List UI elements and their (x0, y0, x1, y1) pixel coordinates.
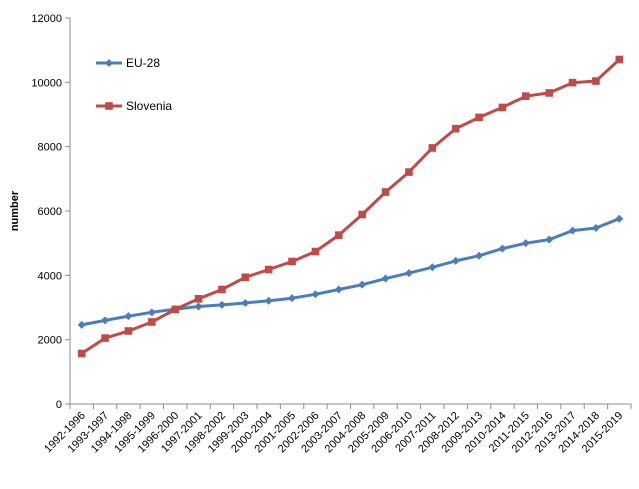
data-point (264, 296, 273, 305)
legend-item: Slovenia (96, 99, 172, 113)
data-point (147, 308, 156, 317)
data-point (568, 78, 577, 87)
y-tick-label: 2000 (38, 335, 62, 347)
data-point (404, 269, 413, 278)
y-axis-ticks: 0 2000 4000 6000 8000 10000 12000 (31, 13, 70, 411)
data-point (475, 251, 484, 260)
y-tick-label: 4000 (38, 270, 62, 282)
data-point (428, 144, 437, 152)
series-line (81, 217, 620, 327)
y-tick-label: 0 (56, 399, 62, 411)
legend-marker (105, 59, 113, 67)
data-point (498, 103, 507, 112)
data-point (381, 188, 390, 196)
y-tick-label: 6000 (38, 206, 62, 218)
data-point (592, 77, 600, 85)
y-tick-label: 8000 (38, 142, 62, 154)
legend-marker (105, 102, 113, 110)
data-point (522, 92, 530, 100)
x-axis-ticks: 1992-19961993-19971994-19981995-19991996… (42, 404, 632, 455)
data-point (568, 226, 577, 235)
legend-label: EU-28 (126, 56, 160, 70)
data-point (241, 298, 250, 307)
data-point (475, 113, 483, 122)
data-point (615, 55, 624, 64)
data-point (264, 265, 273, 274)
series-slovenia (77, 55, 624, 358)
data-point (148, 318, 156, 326)
data-point (498, 244, 507, 253)
data-point (217, 300, 226, 309)
data-point (545, 235, 554, 244)
data-point (311, 247, 320, 256)
data-point (124, 327, 133, 335)
data-point (77, 320, 86, 329)
data-point (358, 280, 367, 289)
data-point (521, 239, 530, 248)
data-point (615, 214, 624, 223)
data-point (451, 256, 460, 265)
legend-item: EU-28 (96, 56, 160, 70)
data-point (358, 210, 366, 219)
data-point (218, 285, 226, 294)
data-point (335, 231, 343, 239)
data-point (405, 168, 413, 176)
series-layer (77, 55, 624, 358)
data-point (101, 334, 109, 342)
data-point (171, 305, 179, 314)
data-point (288, 294, 297, 303)
y-tick-label: 12000 (31, 13, 62, 25)
data-point (311, 290, 320, 299)
data-point (124, 312, 133, 321)
data-point (545, 89, 553, 97)
data-point (591, 224, 600, 233)
data-point (428, 263, 437, 272)
data-point (194, 302, 203, 311)
data-point (288, 257, 296, 266)
legend: EU-28 Slovenia (96, 56, 172, 113)
data-point (334, 285, 343, 294)
data-point (451, 124, 460, 133)
chart-axes (69, 18, 631, 405)
data-point (381, 274, 390, 283)
data-point (77, 349, 86, 358)
series-eu-28 (77, 214, 624, 329)
y-tick-label: 10000 (31, 77, 62, 89)
legend-label: Slovenia (126, 99, 172, 113)
y-axis-title: number (9, 190, 21, 231)
series-line (80, 58, 621, 355)
data-point (101, 316, 110, 325)
data-point (194, 295, 203, 303)
data-point (241, 273, 250, 282)
